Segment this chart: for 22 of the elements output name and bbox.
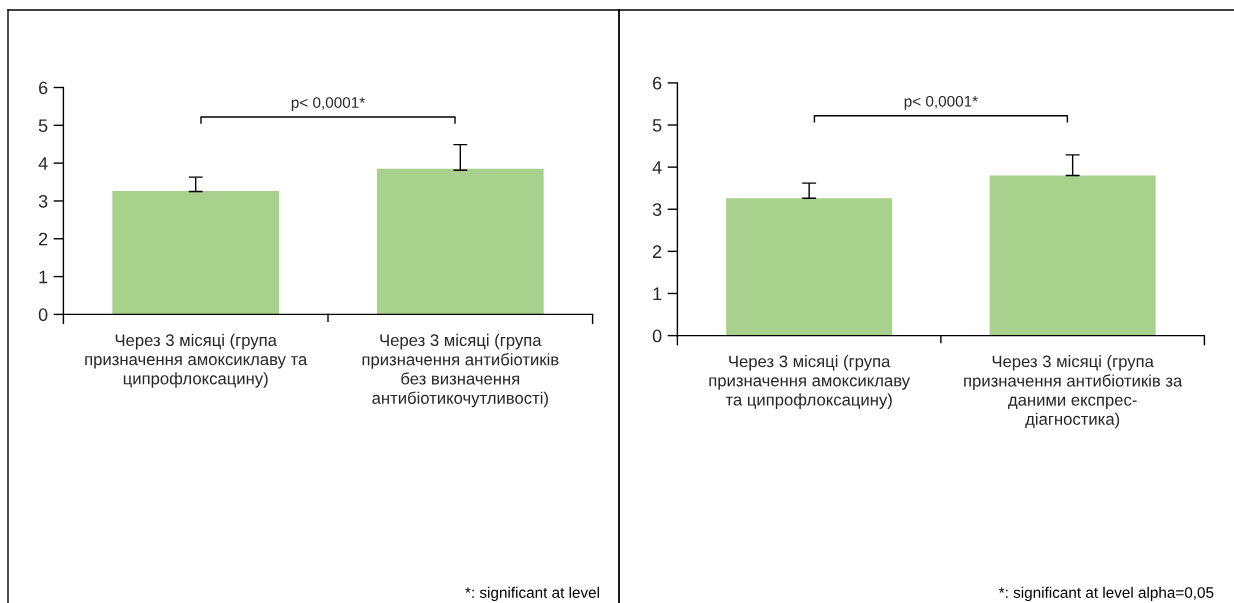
text: *: significant at level <box>465 586 599 601</box>
annotation: p< 0,0001* <box>904 95 978 110</box>
x-tick-label: Через 3 місяці (група призначення амоксиклаву та ципрофлоксацину) <box>85 333 308 388</box>
y-tick-label: 1 <box>653 287 662 301</box>
y-tick-label: 2 <box>652 245 662 258</box>
y-tick-label: 0 <box>38 308 48 322</box>
y-tick-label: 0 <box>652 329 662 343</box>
y-tick-label: 4 <box>38 157 48 170</box>
y-tick-label: 4 <box>652 161 662 174</box>
y-tick-label: 2 <box>38 232 48 246</box>
y-tick-label: 3 <box>652 203 662 216</box>
annotation: p< 0,0001* <box>291 97 365 111</box>
y-tick-label: 5 <box>652 119 662 132</box>
x-tick-label: Через 3 місяці (група призначення амоксиклаву та ципрофлоксацину) <box>709 355 911 409</box>
text: *: significant at level alpha=0,05 <box>998 586 1214 601</box>
y-tick-label: 1 <box>39 270 48 284</box>
y-tick-label: 3 <box>38 194 48 208</box>
x-tick-label: Через 3 місяці (група призначення антибіотиків без визначення антибіотикочутливості) <box>362 333 559 408</box>
y-tick-label: 6 <box>653 76 662 90</box>
x-tick-label: Через 3 місяці (група призначення антибіотиків за даними експрес- діагностика) <box>964 355 1183 429</box>
y-tick-label: 6 <box>39 81 48 95</box>
y-tick-label: 5 <box>38 119 48 133</box>
